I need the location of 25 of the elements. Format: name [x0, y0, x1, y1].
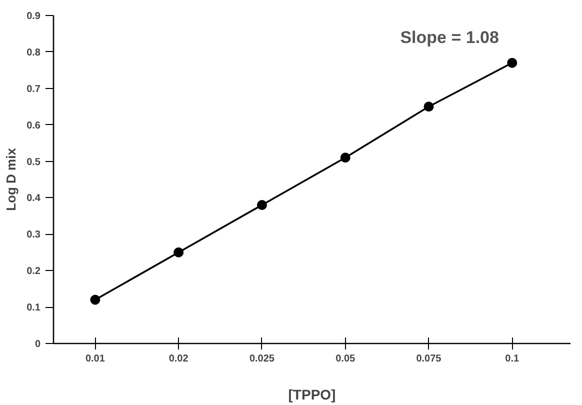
- y-axis-title: Log D mix: [4, 147, 19, 211]
- point: [256, 200, 267, 210]
- point: [424, 102, 434, 112]
- y-tick-label: 0.8: [26, 47, 41, 58]
- x-tick-label: 0.01: [85, 354, 106, 364]
- x-axis-title: [TPPO]: [288, 386, 336, 402]
- annotation: Slope = 1.08: [400, 28, 499, 47]
- point: [90, 294, 100, 305]
- y-tick-label: 0.5: [26, 156, 41, 168]
- point: [174, 247, 184, 258]
- x-tick-label: 0.02: [168, 354, 189, 364]
- x-tick-label: 0.1: [505, 354, 520, 364]
- y-tick-label: 0.9: [26, 11, 41, 22]
- x-tick-label: 0.025: [249, 354, 275, 364]
- x-tick-label: 0.075: [416, 354, 442, 364]
- point: [340, 152, 350, 163]
- y-tick-label: 0.4: [26, 193, 41, 204]
- x-tick-label: 0.05: [336, 354, 356, 364]
- y-tick-label: 0.6: [26, 120, 41, 132]
- y-tick-label: 0: [34, 339, 41, 350]
- y-tick-label: 0.3: [26, 230, 41, 241]
- point: [507, 58, 518, 68]
- y-tick-label: 0.2: [26, 266, 41, 278]
- y-tick-label: 0.1: [26, 302, 41, 314]
- y-tick-label: 0.7: [26, 84, 41, 95]
